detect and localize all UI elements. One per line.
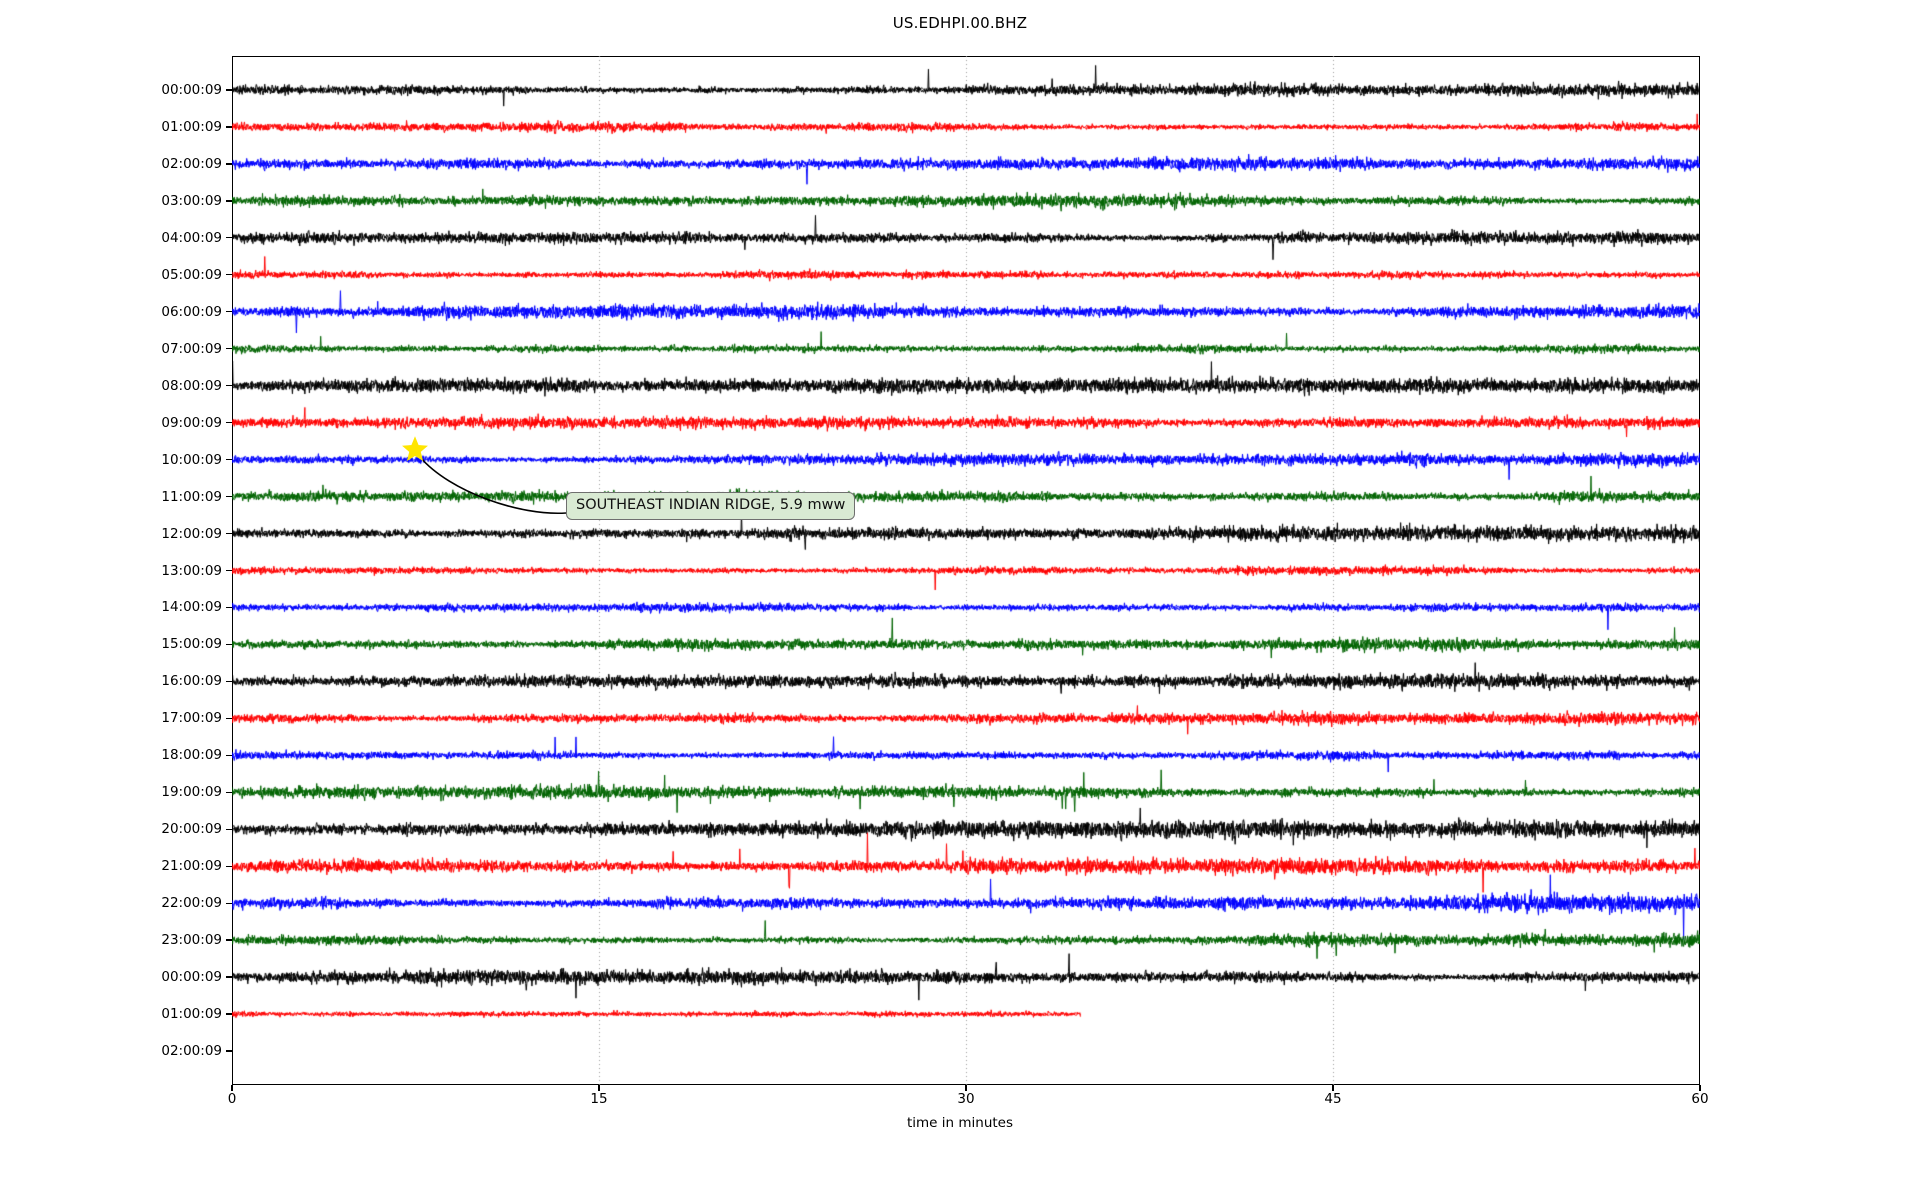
y-axis-tick-mark xyxy=(226,754,232,756)
y-axis-tick-label: 00:00:09 xyxy=(161,82,222,98)
y-axis-tick-mark xyxy=(226,680,232,683)
y-axis-tick-label: 02:00:09 xyxy=(161,155,222,172)
x-axis-tick-label: 15 xyxy=(590,1091,608,1107)
y-axis-tick-mark xyxy=(226,385,232,387)
y-axis-tick-mark xyxy=(226,569,232,572)
x-axis-tick-label: 0 xyxy=(227,1091,237,1107)
y-axis-tick-label: 01:00:09 xyxy=(161,118,222,135)
y-axis-tick-label: 21:00:09 xyxy=(161,858,222,875)
y-axis-tick-label: 06:00:09 xyxy=(161,303,222,320)
y-axis-tick-label: 08:00:09 xyxy=(161,377,222,394)
y-axis-tick-label: 07:00:09 xyxy=(161,340,222,357)
y-axis-tick-mark xyxy=(226,495,232,498)
y-axis-tick-mark xyxy=(226,458,232,461)
y-axis-tick-mark xyxy=(226,532,232,535)
event-annotation-label[interactable]: SOUTHEAST INDIAN RIDGE, 5.9 mww xyxy=(566,492,856,520)
y-axis-tick-mark xyxy=(226,163,232,165)
y-axis-tick-mark xyxy=(226,865,232,867)
y-axis-tick-label: 12:00:09 xyxy=(161,525,222,542)
y-axis-tick-mark xyxy=(226,939,232,941)
y-axis-tick-mark xyxy=(226,200,232,202)
x-axis-tick-label: 60 xyxy=(1691,1091,1709,1107)
y-axis-tick-mark xyxy=(226,717,232,719)
y-axis-tick-label: 16:00:09 xyxy=(161,673,222,690)
y-axis-tick-mark xyxy=(226,89,232,91)
y-axis-tick-label: 19:00:09 xyxy=(161,784,222,801)
y-axis-tick-mark xyxy=(226,311,232,313)
y-axis-tick-label: 05:00:09 xyxy=(161,266,222,283)
y-axis-tick-label: 02:00:09 xyxy=(161,1043,222,1059)
x-axis-tick-label: 45 xyxy=(1324,1091,1342,1107)
y-axis-tick-label: 18:00:09 xyxy=(161,747,222,764)
y-axis-tick-mark xyxy=(226,606,232,609)
y-axis-tick-label: 22:00:09 xyxy=(161,895,222,912)
y-axis-tick-mark xyxy=(226,791,232,793)
y-axis-tick-label: 10:00:09 xyxy=(161,451,222,468)
x-axis-tick-mark xyxy=(1332,1085,1334,1091)
y-axis-tick-mark xyxy=(226,643,232,646)
y-axis-tick-label: 20:00:09 xyxy=(161,821,222,838)
y-axis-tick-mark xyxy=(226,976,232,978)
x-axis-tick-mark xyxy=(231,1085,233,1091)
y-axis-tick-mark xyxy=(226,828,232,830)
x-axis-tick-mark xyxy=(965,1085,967,1091)
y-axis-tick-mark xyxy=(226,902,232,904)
y-axis-tick-mark xyxy=(226,422,232,424)
y-axis-tick-label: 04:00:09 xyxy=(161,229,222,246)
x-axis-tick-mark xyxy=(598,1085,600,1091)
y-axis-tick-label: 11:00:09 xyxy=(161,488,222,505)
earthquake-star-icon xyxy=(402,436,428,461)
seismic-traces xyxy=(232,56,1700,1085)
y-axis-tick-label: 23:00:09 xyxy=(161,932,222,949)
x-axis-label: time in minutes xyxy=(906,1115,1014,1131)
y-axis-tick-label: 13:00:09 xyxy=(161,562,222,579)
y-axis-tick-mark xyxy=(226,348,232,350)
y-axis-tick-mark xyxy=(226,1050,232,1052)
x-axis-tick-mark xyxy=(1699,1085,1701,1091)
y-axis-tick-label: 03:00:09 xyxy=(161,192,222,209)
y-axis-tick-label: 15:00:09 xyxy=(161,636,222,653)
y-axis-tick-mark xyxy=(226,237,232,239)
y-axis-tick-mark xyxy=(226,274,232,276)
y-axis-tick-mark xyxy=(226,126,232,128)
y-axis-tick-mark xyxy=(226,1013,232,1015)
y-axis-tick-label: 14:00:09 xyxy=(161,599,222,616)
y-axis-tick-label: 01:00:09 xyxy=(161,1006,222,1023)
x-axis-tick-label: 30 xyxy=(957,1091,975,1107)
page-title: US.EDHPI.00.BHZ xyxy=(892,14,1028,32)
y-axis-tick-label: 09:00:09 xyxy=(161,414,222,431)
y-axis-tick-label: 00:00:09 xyxy=(161,969,222,986)
y-axis-tick-label: 17:00:09 xyxy=(161,710,222,727)
